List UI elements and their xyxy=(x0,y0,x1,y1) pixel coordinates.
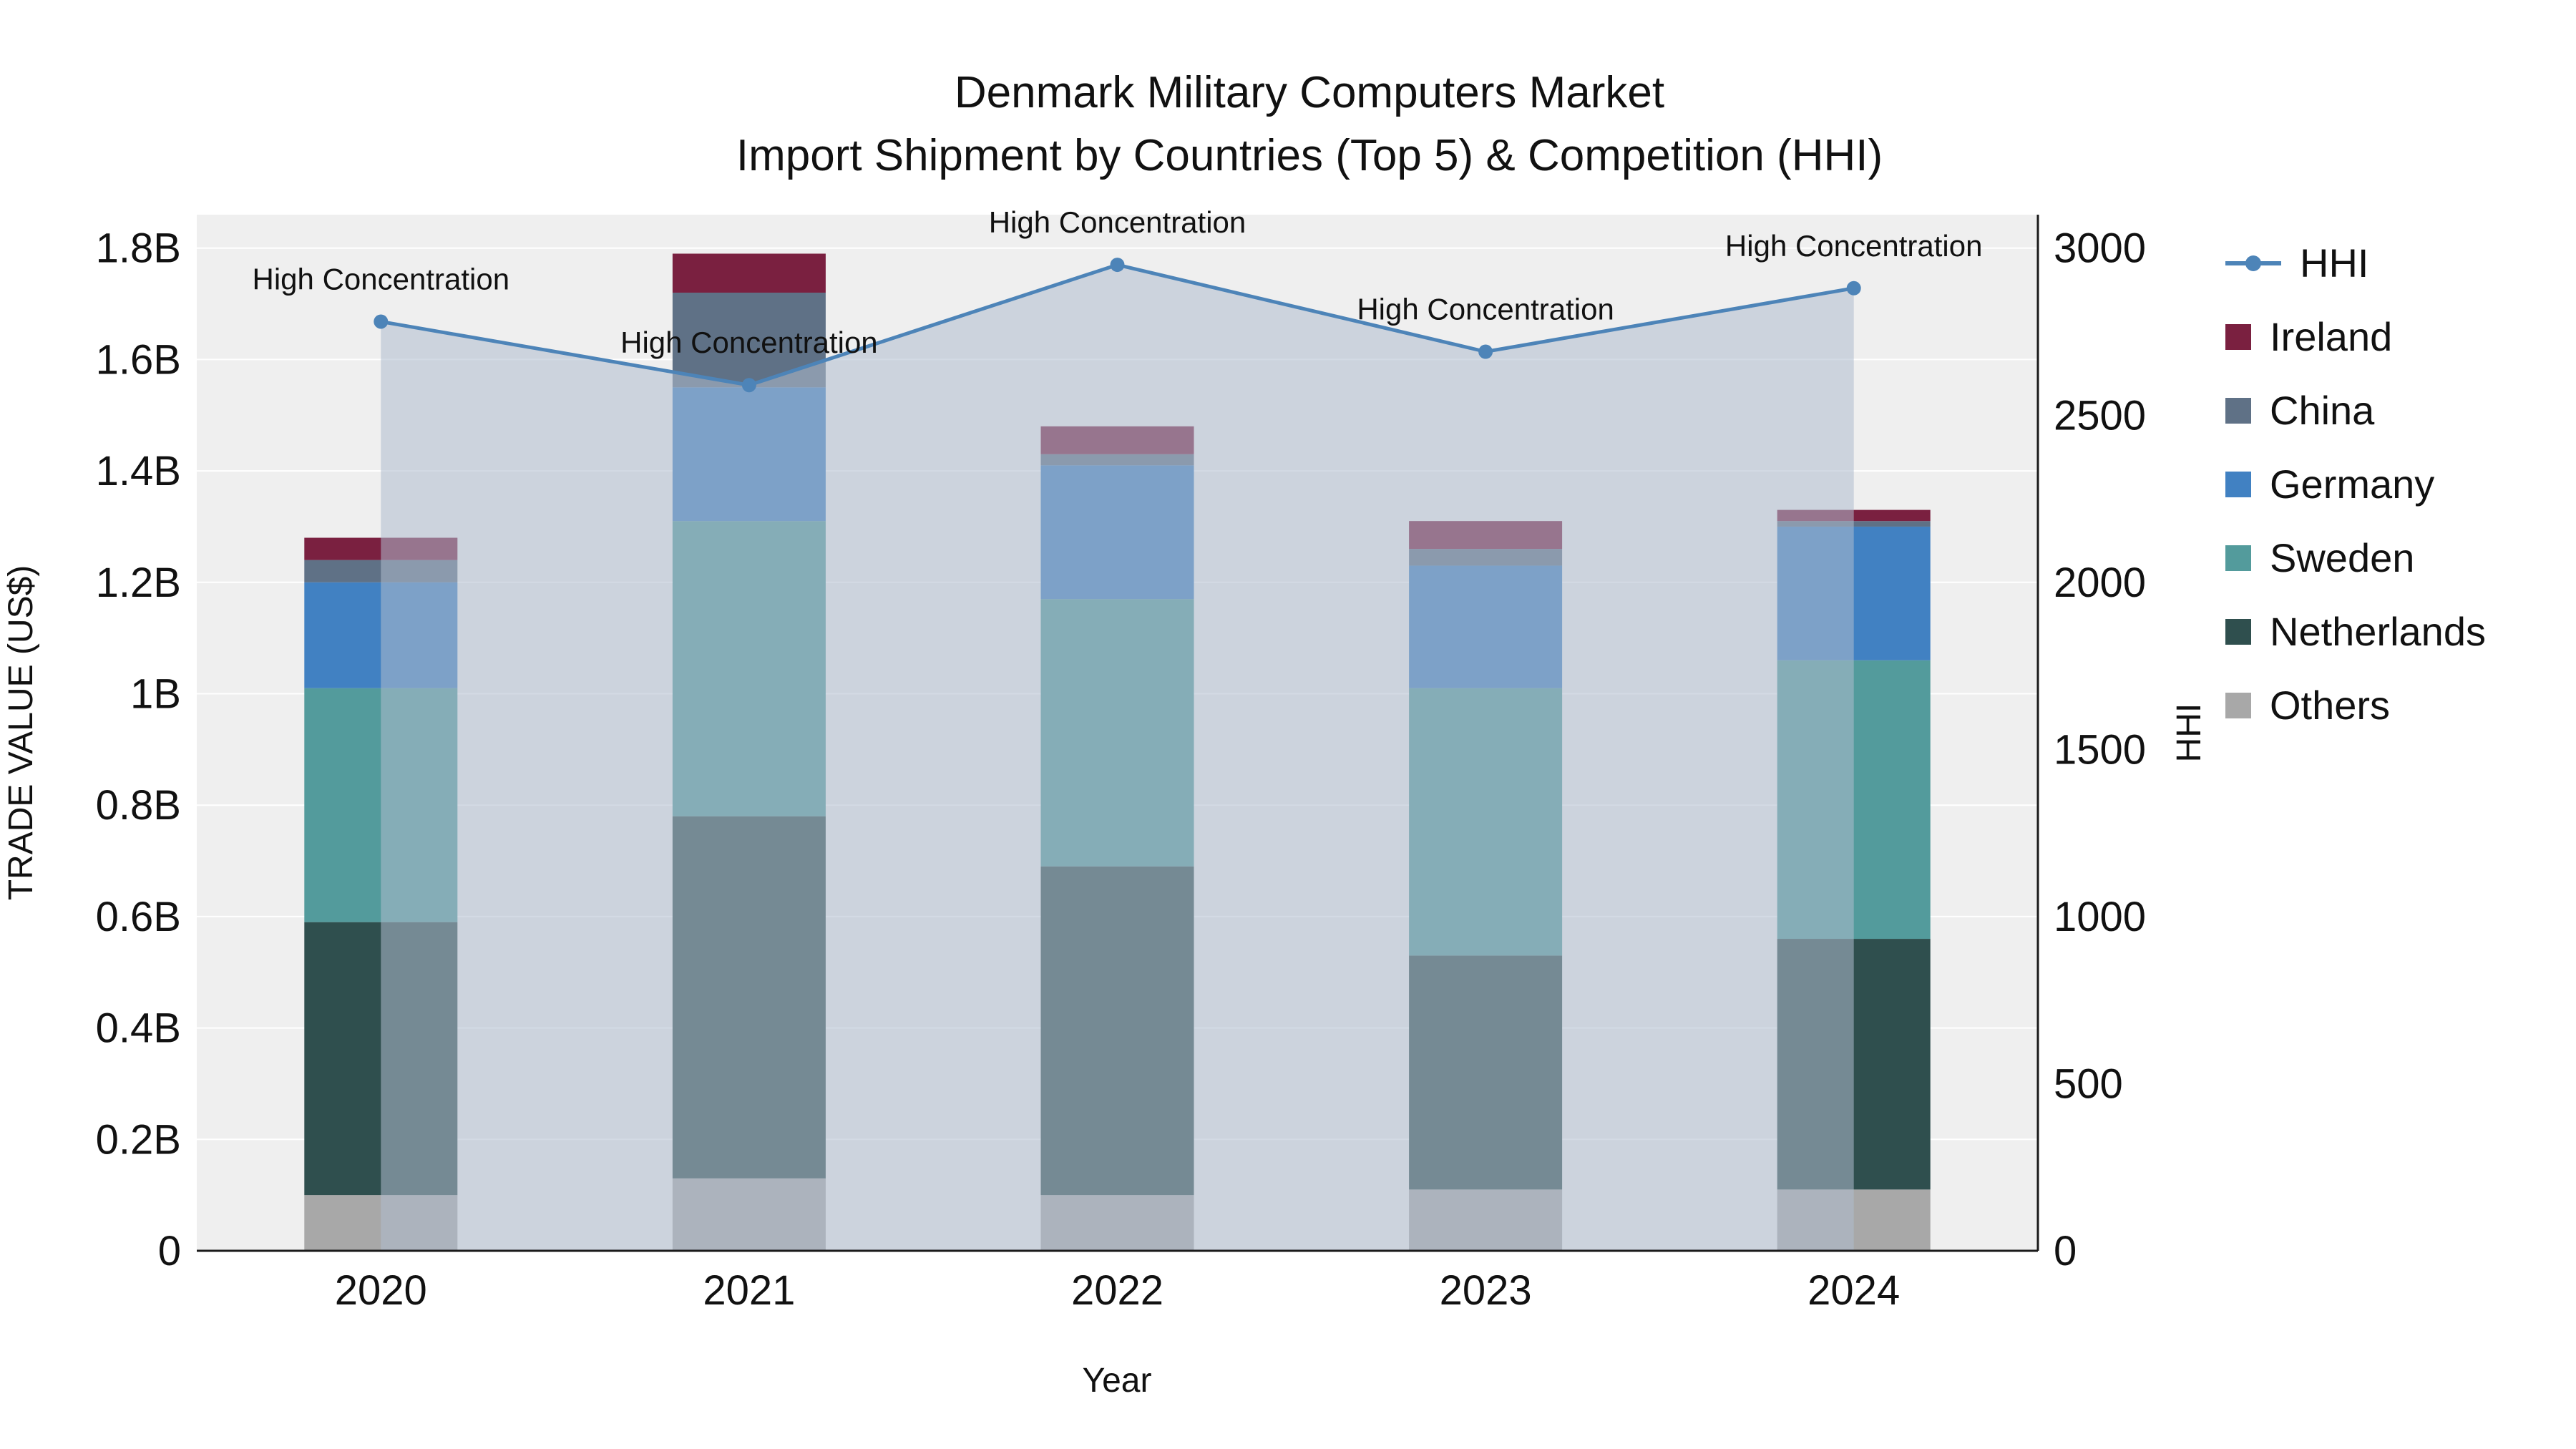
annotation-high-concentration-2020: High Concentration xyxy=(253,262,510,296)
legend-item-netherlands[interactable]: Netherlands xyxy=(2225,608,2486,655)
x-tick-label-2020: 2020 xyxy=(335,1267,427,1314)
y-right-axis-title: HHI xyxy=(2170,703,2208,763)
netherlands-swatch-icon xyxy=(2225,618,2251,645)
y-left-axis-title: TRADE VALUE (US$) xyxy=(2,565,40,901)
annotation-high-concentration-2021: High Concentration xyxy=(620,326,878,359)
ireland-swatch-icon xyxy=(2225,323,2251,350)
legend-item-sweden[interactable]: Sweden xyxy=(2225,535,2486,581)
x-tick-label-2022: 2022 xyxy=(1071,1267,1163,1314)
x-tick-label-2023: 2023 xyxy=(1440,1267,1532,1314)
plot-content: High Concentration High Concentration High… xyxy=(96,205,2146,1314)
legend-item-ireland[interactable]: Ireland xyxy=(2225,313,2486,360)
legend-label: Netherlands xyxy=(2270,609,2486,654)
y-left-tick-label: 1.4B xyxy=(96,448,181,494)
hhi-marker-2020 xyxy=(374,314,389,329)
legend-item-hhi[interactable]: HHI xyxy=(2225,240,2486,286)
x-tick-label-2021: 2021 xyxy=(703,1267,795,1314)
y-left-tick-label: 1.2B xyxy=(96,560,181,606)
y-left-tick-label: 0 xyxy=(158,1228,181,1274)
hhi-marker-2023 xyxy=(1478,344,1493,359)
hhi-marker-2021 xyxy=(741,378,756,393)
x-axis-title: Year xyxy=(1083,1362,1152,1400)
annotation-high-concentration-2022: High Concentration xyxy=(989,205,1246,239)
legend-label: Ireland xyxy=(2270,314,2393,359)
china-swatch-icon xyxy=(2225,397,2251,424)
y-left-tick-label: 0.4B xyxy=(96,1005,181,1052)
legend-item-others[interactable]: Others xyxy=(2225,682,2486,728)
chart-title-line2: Import Shipment by Countries (Top 5) & C… xyxy=(736,131,1883,180)
bar-segment-ireland-2021 xyxy=(672,253,826,293)
x-tick-label-2024: 2024 xyxy=(1807,1267,1900,1314)
y-right-tick-label: 3000 xyxy=(2054,225,2146,272)
legend-item-china[interactable]: China xyxy=(2225,387,2486,434)
hhi-marker-2024 xyxy=(1846,280,1861,296)
y-left-tick-label: 1B xyxy=(130,671,181,718)
legend-label: Others xyxy=(2270,683,2391,728)
hhi-marker-dot-icon xyxy=(2245,255,2261,271)
y-left-tick-label: 0.8B xyxy=(96,782,181,829)
y-left-tick-label: 1.8B xyxy=(96,225,181,272)
others-swatch-icon xyxy=(2225,692,2251,718)
y-left-tick-label: 0.6B xyxy=(96,894,181,940)
y-right-tick-label: 0 xyxy=(2054,1228,2077,1274)
y-right-tick-label: 500 xyxy=(2054,1060,2123,1107)
y-left-tick-label: 0.2B xyxy=(96,1116,181,1163)
legend-label: HHI xyxy=(2300,240,2369,286)
legend-label: Sweden xyxy=(2270,535,2415,580)
chart-legend: HHI Ireland China Germany Sweden Netherlands O… xyxy=(2225,240,2486,728)
hhi-area-fill xyxy=(381,265,1854,1252)
hhi-line-legend-icon xyxy=(2225,255,2281,271)
hhi-marker-2022 xyxy=(1110,258,1125,273)
y-right-tick-label: 2500 xyxy=(2054,392,2146,439)
germany-swatch-icon xyxy=(2225,471,2251,497)
y-left-tick-label: 1.6B xyxy=(96,336,181,383)
chart-title-line1: Denmark Military Computers Market xyxy=(955,68,1664,117)
legend-label: China xyxy=(2270,388,2375,433)
y-right-tick-label: 1000 xyxy=(2054,894,2146,940)
legend-item-germany[interactable]: Germany xyxy=(2225,461,2486,507)
y-right-tick-label: 1500 xyxy=(2054,726,2146,773)
legend-label: Germany xyxy=(2270,462,2435,507)
annotation-high-concentration-2024: High Concentration xyxy=(1725,229,1983,263)
annotation-high-concentration-2023: High Concentration xyxy=(1357,293,1614,326)
y-right-tick-label: 2000 xyxy=(2054,560,2146,606)
sweden-swatch-icon xyxy=(2225,545,2251,571)
